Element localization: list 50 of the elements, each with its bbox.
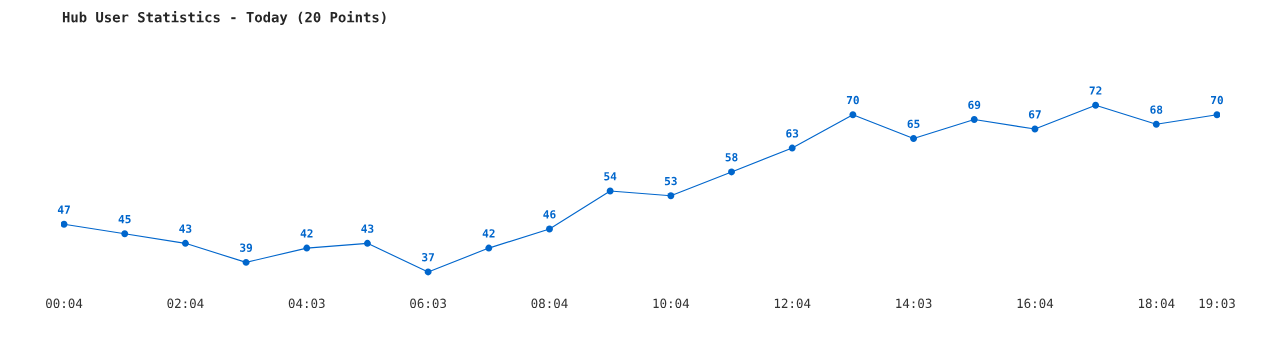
data-label: 39 — [240, 243, 253, 252]
x-tick-label: 18:04 — [1138, 298, 1175, 309]
data-label: 43 — [361, 224, 374, 233]
point — [363, 239, 371, 247]
point — [849, 111, 857, 119]
data-label: 45 — [118, 215, 131, 224]
data-label: 70 — [846, 95, 859, 105]
x-tick-label: 14:03 — [896, 298, 932, 309]
point — [546, 225, 553, 233]
x-tick-label: 02:04 — [167, 298, 204, 309]
point — [970, 116, 978, 123]
data-label: 69 — [968, 100, 981, 110]
data-label: 65 — [907, 119, 920, 129]
point — [606, 187, 614, 195]
point — [485, 244, 493, 252]
point — [1152, 120, 1160, 128]
x-tick-label: 16:04 — [1017, 298, 1054, 309]
data-label: 43 — [179, 224, 192, 233]
point — [910, 135, 918, 143]
data-label: 54 — [604, 172, 617, 181]
data-label: 42 — [300, 229, 313, 238]
point — [667, 192, 675, 200]
x-tick-label: 08:04 — [531, 298, 568, 309]
x-tick-label: 06:03 — [410, 298, 446, 309]
data-label: 63 — [786, 129, 799, 138]
point — [121, 230, 129, 238]
chart-title: Hub User Statistics - Today (20 Points) — [62, 10, 386, 26]
data-label: 53 — [664, 176, 677, 186]
point — [1092, 101, 1100, 109]
data-label: 72 — [1089, 86, 1102, 95]
x-tick-label: 19:03 — [1199, 298, 1235, 309]
data-label: 42 — [482, 229, 495, 238]
point — [1213, 111, 1220, 119]
point — [728, 168, 735, 176]
data-label: 68 — [1150, 105, 1163, 114]
data-label: 70 — [1211, 95, 1223, 105]
data-label: 46 — [543, 210, 556, 219]
point — [61, 220, 68, 228]
point — [181, 239, 189, 247]
point — [788, 144, 796, 152]
data-label: 67 — [1028, 110, 1041, 119]
x-tick-label: 10:04 — [653, 298, 690, 309]
data-label: 37 — [422, 253, 434, 262]
x-tick-label: 04:03 — [288, 298, 325, 309]
x-tick-label: 00:04 — [46, 298, 83, 309]
data-label: 58 — [725, 153, 738, 162]
point — [303, 244, 311, 252]
x-tick-label: 12:04 — [774, 298, 811, 309]
point — [242, 258, 250, 266]
data-label: 47 — [57, 205, 70, 214]
